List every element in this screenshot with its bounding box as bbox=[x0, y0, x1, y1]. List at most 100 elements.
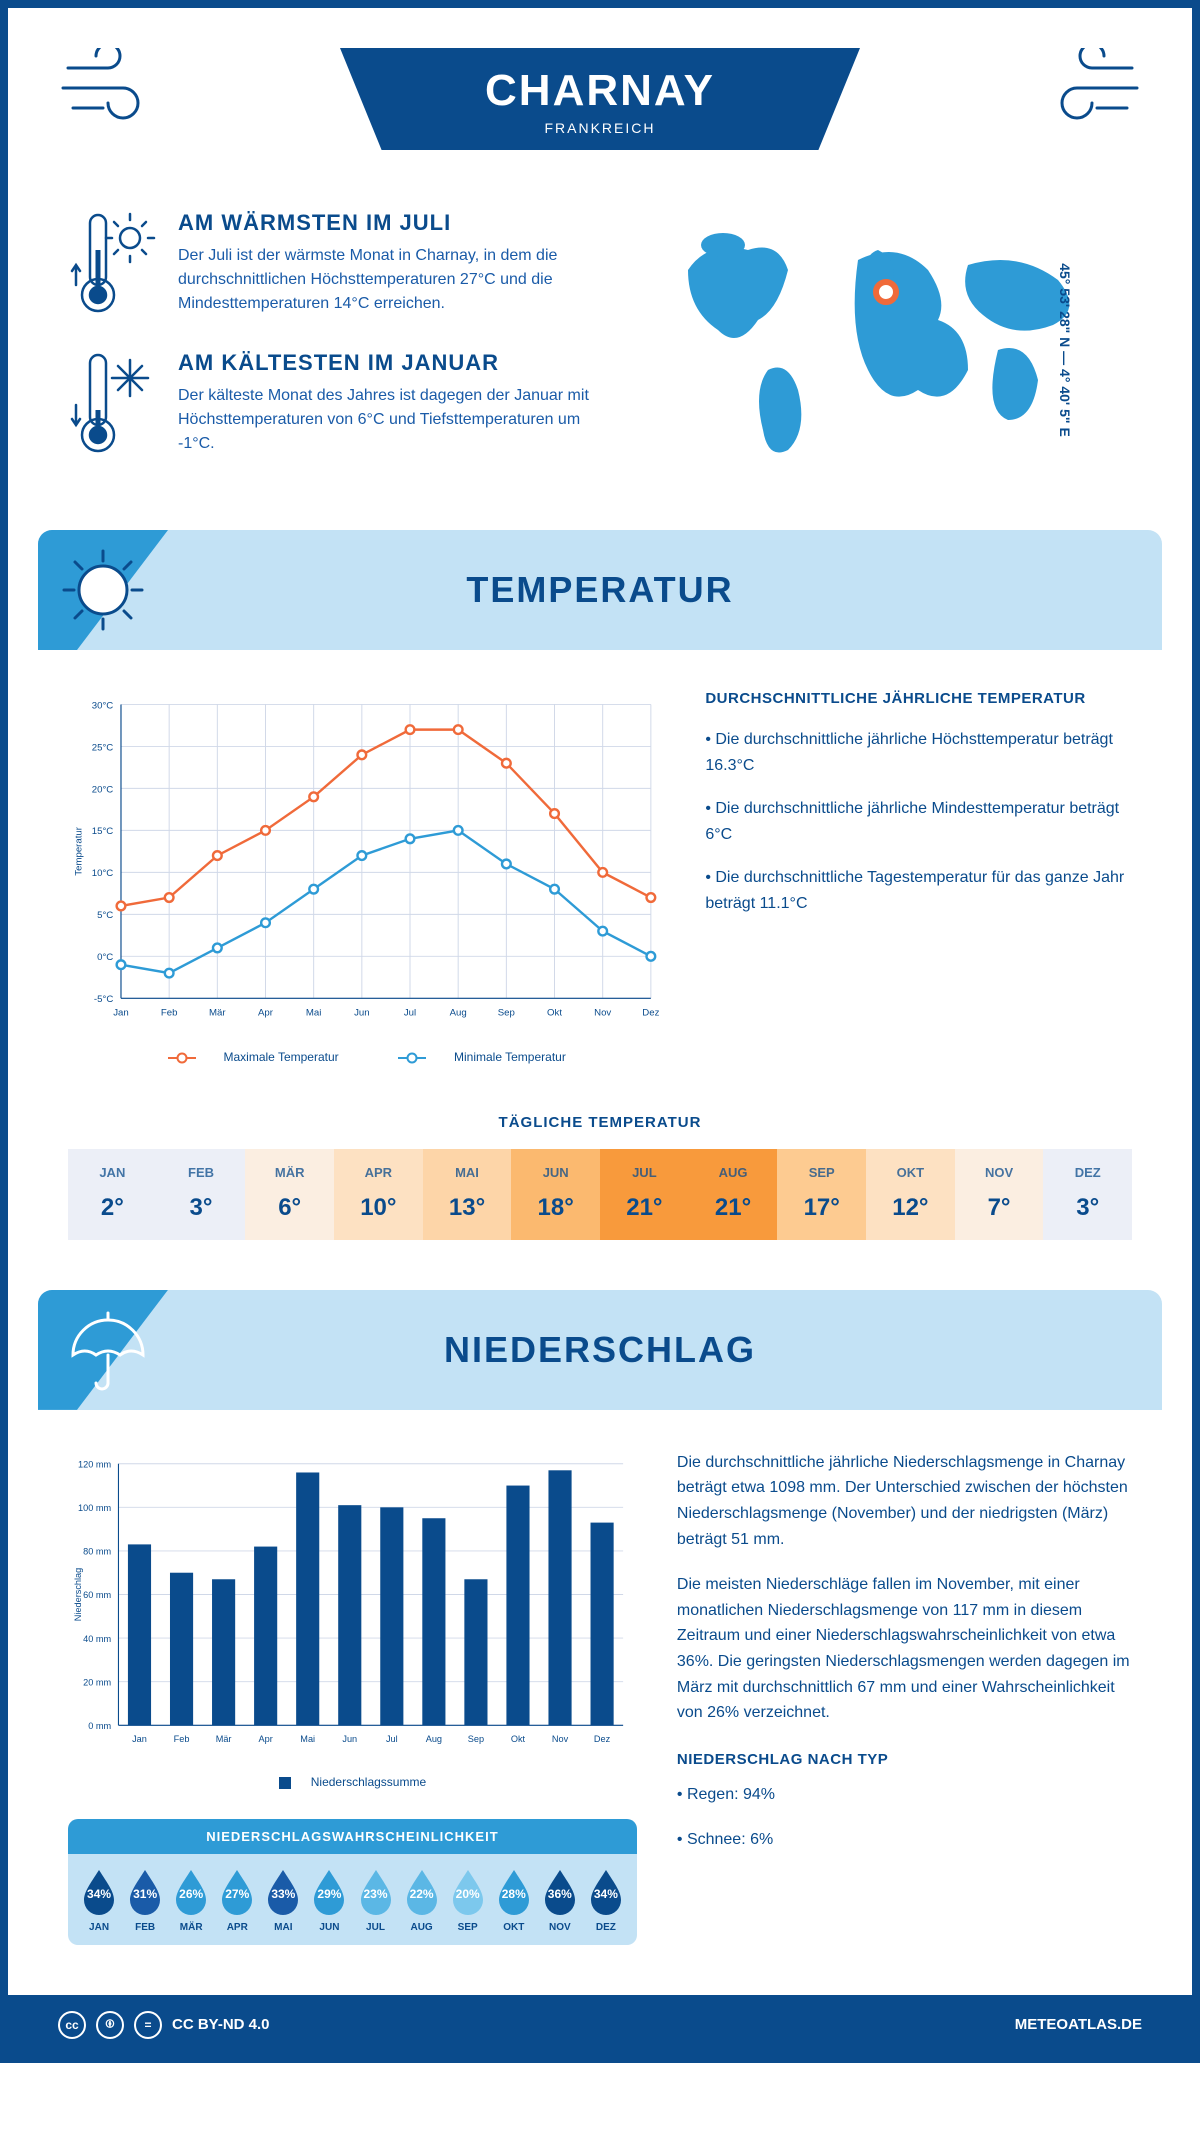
raindrop-icon: 33% bbox=[264, 1868, 302, 1916]
prob-cell: 31% FEB bbox=[122, 1868, 168, 1933]
daily-temp-cell: MAI13° bbox=[423, 1149, 512, 1240]
svg-text:Aug: Aug bbox=[450, 1008, 467, 1019]
svg-text:Jun: Jun bbox=[342, 1734, 357, 1744]
raindrop-icon: 26% bbox=[172, 1868, 210, 1916]
svg-text:Apr: Apr bbox=[258, 1008, 274, 1019]
temp-section-title: TEMPERATUR bbox=[466, 569, 733, 611]
svg-text:Mär: Mär bbox=[209, 1008, 226, 1019]
prob-cell: 20% SEP bbox=[445, 1868, 491, 1933]
raindrop-icon: 34% bbox=[587, 1868, 625, 1916]
precip-para2: Die meisten Niederschläge fallen im Nove… bbox=[677, 1572, 1132, 1726]
svg-text:Feb: Feb bbox=[161, 1008, 178, 1019]
temp-legend: Maximale Temperatur Minimale Temperatur bbox=[68, 1050, 665, 1064]
daily-temp-cell: JAN2° bbox=[68, 1149, 157, 1240]
raindrop-icon: 31% bbox=[126, 1868, 164, 1916]
city-name: CHARNAY bbox=[420, 66, 780, 116]
precip-probability: NIEDERSCHLAGSWAHRSCHEINLICHKEIT 34% JAN … bbox=[68, 1819, 637, 1945]
precip-type-bullet: • Regen: 94% bbox=[677, 1782, 1132, 1808]
temp-chart: -5°C0°C5°C10°C15°C20°C25°C30°CJanFebMärA… bbox=[68, 690, 665, 1064]
svg-text:0 mm: 0 mm bbox=[88, 1721, 111, 1731]
temperature-body: -5°C0°C5°C10°C15°C20°C25°C30°CJanFebMärA… bbox=[8, 650, 1192, 1094]
daily-temp-cell: APR10° bbox=[334, 1149, 423, 1240]
warm-text: Der Juli ist der wärmste Monat in Charna… bbox=[178, 244, 604, 316]
daily-temp-cell: JUN18° bbox=[511, 1149, 600, 1240]
cc-icon: cc bbox=[58, 2011, 86, 2039]
daily-temp-cell: AUG21° bbox=[689, 1149, 778, 1240]
prob-cell: 26% MÄR bbox=[168, 1868, 214, 1933]
prob-cell: 33% MAI bbox=[260, 1868, 306, 1933]
svg-text:Niederschlag: Niederschlag bbox=[73, 1568, 83, 1621]
header: CHARNAY FRANKREICH bbox=[8, 8, 1192, 180]
cold-fact: AM KÄLTESTEN IM JANUAR Der kälteste Mona… bbox=[68, 350, 604, 460]
raindrop-icon: 22% bbox=[403, 1868, 441, 1916]
svg-text:25°C: 25°C bbox=[92, 742, 114, 753]
precipitation-header: NIEDERSCHLAG bbox=[38, 1290, 1162, 1410]
svg-text:Mai: Mai bbox=[300, 1734, 315, 1744]
svg-text:40 mm: 40 mm bbox=[83, 1634, 111, 1644]
svg-text:Jul: Jul bbox=[404, 1008, 416, 1019]
raindrop-icon: 28% bbox=[495, 1868, 533, 1916]
svg-text:20°C: 20°C bbox=[92, 784, 114, 795]
infographic-page: CHARNAY FRANKREICH A bbox=[0, 0, 1200, 2063]
precip-type-bullet: • Schnee: 6% bbox=[677, 1827, 1132, 1853]
prob-cell: 23% JUL bbox=[352, 1868, 398, 1933]
daily-temp-cell: NOV7° bbox=[955, 1149, 1044, 1240]
precip-left: 0 mm20 mm40 mm60 mm80 mm100 mm120 mmJanF… bbox=[68, 1450, 637, 1945]
temp-bullet: • Die durchschnittliche Tagestemperatur … bbox=[705, 865, 1132, 916]
warm-fact: AM WÄRMSTEN IM JULI Der Juli ist der wär… bbox=[68, 210, 604, 320]
svg-text:30°C: 30°C bbox=[92, 700, 114, 711]
temperature-header: TEMPERATUR bbox=[38, 530, 1162, 650]
daily-temp-cell: FEB3° bbox=[157, 1149, 246, 1240]
warm-title: AM WÄRMSTEN IM JULI bbox=[178, 210, 604, 236]
map-column: 45° 53' 28" N — 4° 40' 5" E bbox=[644, 210, 1132, 490]
svg-text:Okt: Okt bbox=[511, 1734, 526, 1744]
svg-text:Temperatur: Temperatur bbox=[73, 826, 84, 875]
svg-text:Dez: Dez bbox=[642, 1008, 659, 1019]
svg-text:Feb: Feb bbox=[174, 1734, 190, 1744]
by-icon: 🅯 bbox=[96, 2011, 124, 2039]
intro-section: AM WÄRMSTEN IM JULI Der Juli ist der wär… bbox=[8, 180, 1192, 530]
thermometer-cold-icon bbox=[68, 350, 158, 460]
raindrop-icon: 29% bbox=[310, 1868, 348, 1916]
svg-text:Mai: Mai bbox=[306, 1008, 322, 1019]
svg-text:Jan: Jan bbox=[113, 1008, 129, 1019]
svg-text:20 mm: 20 mm bbox=[83, 1677, 111, 1687]
prob-cell: 28% OKT bbox=[491, 1868, 537, 1933]
svg-text:Jul: Jul bbox=[386, 1734, 398, 1744]
svg-text:Sep: Sep bbox=[498, 1008, 515, 1019]
temp-line-chart: -5°C0°C5°C10°C15°C20°C25°C30°CJanFebMärA… bbox=[68, 690, 665, 1037]
umbrella-icon bbox=[58, 1305, 148, 1395]
world-map-icon bbox=[658, 220, 1118, 480]
svg-text:Sep: Sep bbox=[468, 1734, 484, 1744]
daily-temp-grid: JAN2°FEB3°MÄR6°APR10°MAI13°JUN18°JUL21°A… bbox=[68, 1149, 1132, 1240]
daily-temp-cell: SEP17° bbox=[777, 1149, 866, 1240]
temp-bullet: • Die durchschnittliche jährliche Mindes… bbox=[705, 796, 1132, 847]
svg-text:Aug: Aug bbox=[426, 1734, 442, 1744]
title-banner: CHARNAY FRANKREICH bbox=[340, 48, 860, 150]
site-name: METEOATLAS.DE bbox=[1015, 2016, 1142, 2033]
svg-text:Dez: Dez bbox=[594, 1734, 611, 1744]
svg-text:-5°C: -5°C bbox=[94, 994, 113, 1005]
precipitation-body: 0 mm20 mm40 mm60 mm80 mm100 mm120 mmJanF… bbox=[8, 1410, 1192, 1975]
daily-temp-cell: DEZ3° bbox=[1043, 1149, 1132, 1240]
prob-cell: 27% APR bbox=[214, 1868, 260, 1933]
svg-text:5°C: 5°C bbox=[97, 910, 113, 921]
country-name: FRANKREICH bbox=[420, 120, 780, 136]
raindrop-icon: 27% bbox=[218, 1868, 256, 1916]
prob-title: NIEDERSCHLAGSWAHRSCHEINLICHKEIT bbox=[68, 1819, 637, 1854]
svg-text:Apr: Apr bbox=[259, 1734, 273, 1744]
prob-cell: 34% DEZ bbox=[583, 1868, 629, 1933]
temp-bullet: • Die durchschnittliche jährliche Höchst… bbox=[705, 727, 1132, 778]
daily-temp-cell: OKT12° bbox=[866, 1149, 955, 1240]
precip-legend: Niederschlagssumme bbox=[68, 1775, 637, 1789]
daily-temp-cell: MÄR6° bbox=[245, 1149, 334, 1240]
svg-text:Nov: Nov bbox=[594, 1008, 611, 1019]
precip-para1: Die durchschnittliche jährliche Niedersc… bbox=[677, 1450, 1132, 1552]
nd-icon: = bbox=[134, 2011, 162, 2039]
precip-bar-chart: 0 mm20 mm40 mm60 mm80 mm100 mm120 mmJanF… bbox=[68, 1450, 637, 1762]
footer: cc 🅯 = CC BY-ND 4.0 METEOATLAS.DE bbox=[8, 1995, 1192, 2055]
raindrop-icon: 36% bbox=[541, 1868, 579, 1916]
svg-text:0°C: 0°C bbox=[97, 952, 113, 963]
precip-text: Die durchschnittliche jährliche Niedersc… bbox=[677, 1450, 1132, 1945]
prob-cell: 22% AUG bbox=[399, 1868, 445, 1933]
